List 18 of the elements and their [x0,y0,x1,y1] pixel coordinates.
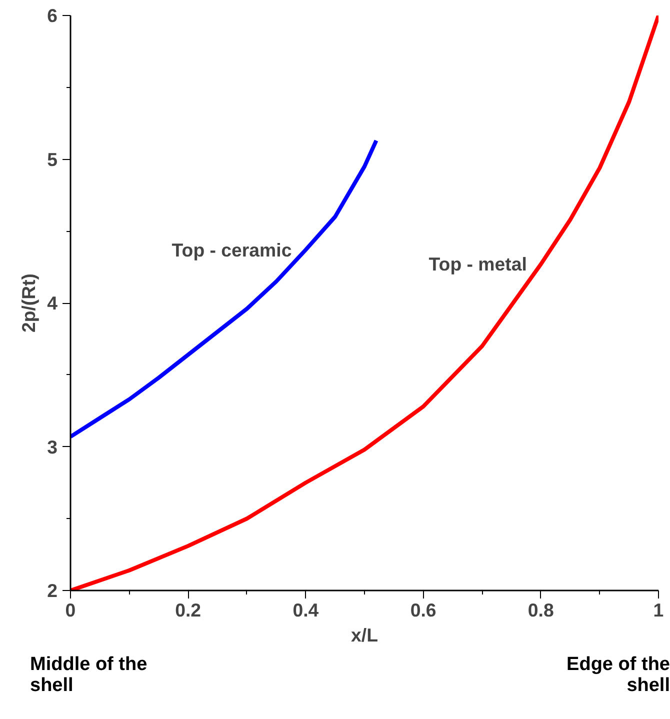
x-tick-label: 0.2 [175,600,202,620]
y-tick-label: 6 [47,5,58,26]
y-tick-label: 4 [47,292,58,314]
line-series [70,138,378,439]
x-tick-label: 0.6 [410,600,436,620]
x-tick-label: 0 [65,600,76,620]
y-axis-title: 2p/(Rt) [18,273,40,333]
text: Middle of the shell [30,654,148,697]
text: Edge of the shell [566,654,670,697]
series-label: Top - metal [428,254,527,275]
y-tick-label: 3 [47,436,58,458]
y-tick-label: 2 [47,580,58,601]
x-axis-title: x/L [351,624,378,646]
x-tick-label: 0.4 [292,600,320,620]
x-tick-label: 0.8 [528,600,554,620]
y-tick-label: 5 [47,148,58,170]
series-label: Top - ceramic [172,239,292,260]
x-tick-label: 1 [653,600,664,620]
